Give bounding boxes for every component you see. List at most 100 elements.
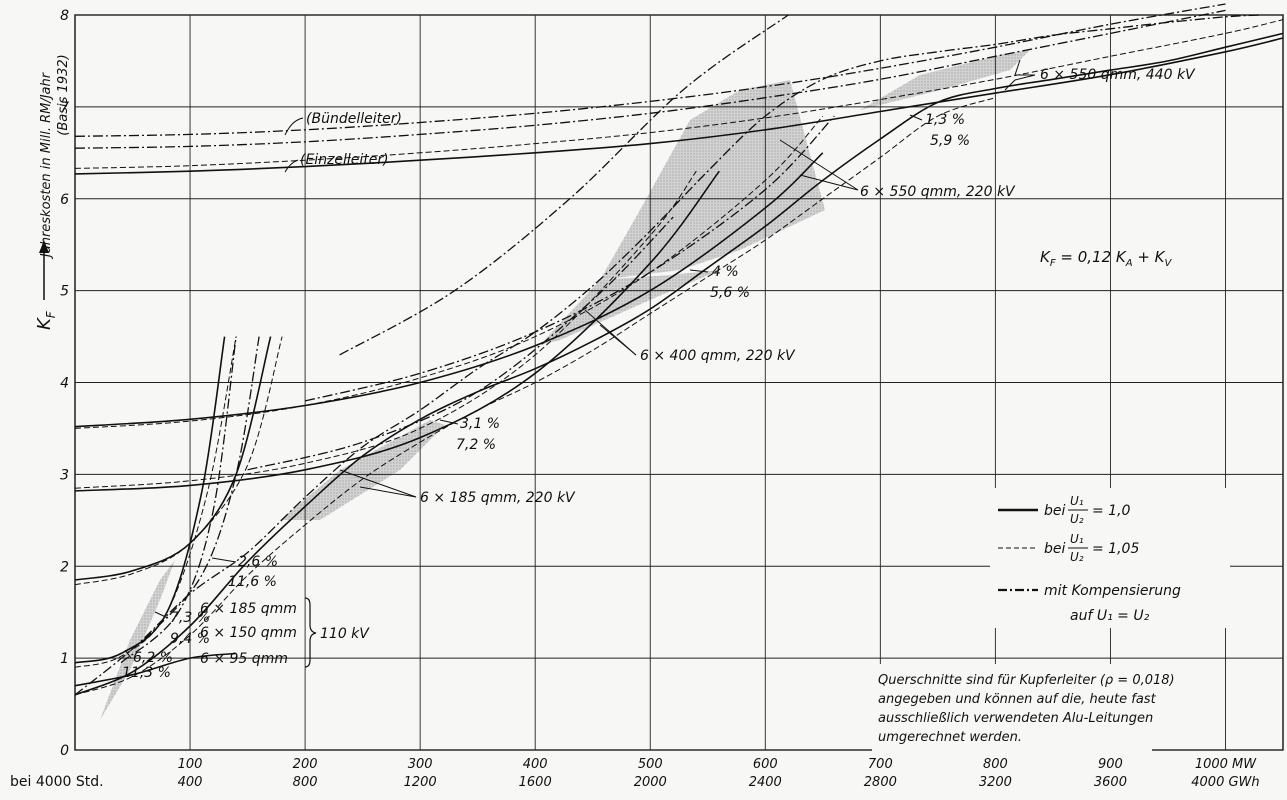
series-line-solid (74, 652, 237, 687)
series-line-dashdot (74, 3, 1226, 137)
x-tick-label-gwh: 2800 (864, 775, 897, 790)
band-550-440 (860, 50, 1030, 110)
x-tick-label-gwh: 800 (293, 775, 318, 790)
label-550-440: 6 × 550 qmm, 440 kV (1040, 67, 1196, 83)
x-tick-label-mw: 800 (983, 757, 1008, 772)
x-tick-label-mw: 500 (638, 757, 663, 772)
series-line-dashed (74, 336, 237, 668)
y-axis-label: Jahreskosten in Mill. RM/Jahr (39, 71, 54, 260)
label-400-220: 6 × 400 qmm, 220 kV (640, 348, 796, 364)
series-line-dashdot (339, 14, 789, 356)
legend-solid-prefix: bei (1044, 503, 1066, 519)
x-tick-label-mw: 400 (523, 757, 548, 772)
series-line-solid (74, 32, 1284, 696)
y-tick-label: 5 (60, 284, 69, 300)
series-line-dashed (74, 97, 996, 696)
legend-dashed-den: U₂ (1070, 550, 1084, 564)
pct-5-6: 5,6 % (710, 285, 750, 301)
x-tick-label-gwh: 2400 (749, 775, 782, 790)
pct-6-2: 6,2 % (133, 650, 173, 666)
series-line-dashed (74, 170, 697, 489)
kf-symbol: KF (34, 310, 58, 330)
label-110kv: 110 kV (320, 626, 370, 642)
tick-labels: 0 1 2 3 4 5 6 7 8 100 400 200 800 300 1200 400 1600 500 20… (60, 8, 1260, 790)
series-line-solid (74, 170, 720, 492)
series-line-dashdot (120, 336, 237, 664)
series-line-solid (74, 336, 226, 664)
x-tick-label-mw: 900 (1098, 757, 1123, 772)
y-tick-label: 0 (60, 743, 69, 759)
y-axis-sublabel: (Basis 1932) (56, 54, 71, 135)
note-line-4: umgerechnet werden. (878, 730, 1022, 745)
y-tick-label: 8 (60, 8, 69, 24)
x-tick-label-mw: 100 (178, 757, 203, 772)
x-tick-label-mw: 300 (408, 757, 433, 772)
pct-3-1: 3,1 % (460, 416, 500, 432)
legend-dashed-prefix: bei (1044, 541, 1066, 557)
series-line-dashed (74, 19, 1284, 169)
series-line-dashdot (74, 9, 1226, 149)
pct-1-3: 1,3 % (925, 112, 965, 128)
series-line-dashdot (304, 115, 835, 402)
pct-9-4: 9,4 % (170, 631, 210, 647)
y-axis-title: Jahreskosten in Mill. RM/Jahr (Basis 193… (34, 54, 71, 330)
curves (74, 3, 1284, 696)
legend-dashed-suffix: = 1,05 (1092, 541, 1139, 557)
pct-5-9: 5,9 % (930, 133, 970, 149)
x-tick-label-gwh: 400 (178, 775, 203, 790)
brace-110kv (304, 597, 317, 668)
pct-11-3: 11,3 % (122, 665, 171, 681)
formula: KF = 0,12 KA + KV (1040, 248, 1173, 269)
y-tick-label: 1 (60, 651, 69, 667)
label-buendelleiter: (Bündelleiter) (306, 111, 402, 127)
pct-11-6: 11,6 % (228, 574, 277, 590)
y-tick-label: 7 (60, 100, 69, 116)
pct-2-6: 2,6 % (238, 554, 278, 570)
x-tick-label-mw: 200 (293, 757, 318, 772)
note-background (872, 664, 1152, 752)
pct-7-3: 7,3 % (170, 610, 210, 626)
x-tick-label-gwh: 1600 (519, 775, 552, 790)
label-185-110: 6 × 185 qmm (200, 601, 297, 617)
series-line-dashed (74, 115, 824, 429)
x-row-prefix: bei 4000 Std. (10, 774, 104, 790)
leader-lines (124, 59, 1036, 659)
series-line-solid (74, 336, 272, 581)
kf-arrow-head (39, 240, 49, 253)
y-tick-label: 3 (60, 467, 69, 483)
x-tick-label-gwh: 1200 (404, 775, 437, 790)
legend-dashdot-line1: mit Kompensierung (1044, 583, 1181, 599)
band-400-220 (540, 270, 720, 345)
x-tick-label-mw: 700 (868, 757, 893, 772)
y-tick-label: 6 (60, 192, 69, 208)
pct-4: 4 % (712, 264, 739, 280)
label-95-110: 6 × 95 qmm (200, 651, 288, 667)
x-tick-label-gwh: 3600 (1094, 775, 1127, 790)
legend-solid-num: U₁ (1070, 494, 1084, 508)
label-185-220: 6 × 185 qmm, 220 kV (420, 490, 576, 506)
label-150-110: 6 × 150 qmm (200, 625, 297, 641)
band-185-110 (100, 560, 175, 720)
series-line-dashdot (74, 14, 1261, 696)
note-line-1: Querschnitte sind für Kupferleiter (ρ = … (878, 673, 1175, 688)
legend-dashdot-line2: auf U₁ = U₂ (1070, 608, 1150, 624)
band-185-220 (280, 420, 445, 520)
y-tick-label: 2 (60, 559, 69, 575)
series-line-dashdot (143, 336, 260, 641)
x-tick-label-mw: 600 (753, 757, 778, 772)
y-tick-label: 4 (60, 376, 69, 392)
note-line-2: angegeben und können auf die, heute fast (878, 692, 1157, 707)
note: Querschnitte sind für Kupferleiter (ρ = … (872, 664, 1175, 752)
x-tick-label-mw: 1000 MW (1195, 757, 1257, 772)
label-einzelleiter: (Einzelleiter) (300, 152, 389, 168)
series-line-solid (74, 152, 824, 428)
legend-solid-den: U₂ (1070, 512, 1084, 526)
x-tick-label-gwh: 4000 GWh (1191, 775, 1259, 790)
legend-dashed-num: U₁ (1070, 532, 1084, 546)
note-line-3: ausschließlich verwendeten Alu-Leitungen (878, 711, 1153, 726)
legend-solid-suffix: = 1,0 (1092, 503, 1131, 519)
curve-labels: (Bündelleiter) (Einzelleiter) 6 × 550 qm… (122, 59, 1196, 681)
legend-background (990, 488, 1230, 628)
